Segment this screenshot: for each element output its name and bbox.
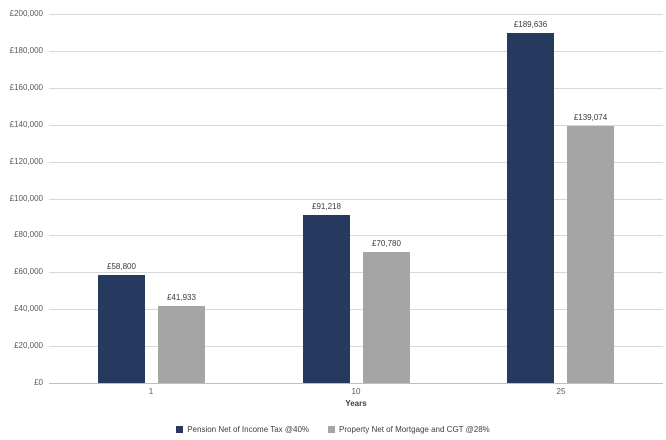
property-series-swatch-icon xyxy=(328,426,336,433)
bar-value-label: £70,780 xyxy=(372,239,401,248)
bar-value-label: £139,074 xyxy=(573,113,608,122)
y-tick-label: £0 xyxy=(34,378,43,387)
gridline xyxy=(49,309,663,310)
x-tick-label: 1 xyxy=(148,387,154,396)
x-axis-line xyxy=(49,383,663,384)
legend-item-pension: Pension Net of Income Tax @40% xyxy=(176,425,309,434)
gridline xyxy=(49,235,663,236)
bar xyxy=(98,275,145,383)
pension-series-swatch-icon xyxy=(176,426,184,433)
gridline xyxy=(49,88,663,89)
bar-value-label: £58,800 xyxy=(107,262,136,271)
property-series-label: Property Net of Mortgage and CGT @28% xyxy=(339,425,490,434)
pension-series-label: Pension Net of Income Tax @40% xyxy=(187,425,310,434)
bar xyxy=(363,252,410,383)
y-tick-label: £100,000 xyxy=(9,194,43,203)
y-tick-label: £20,000 xyxy=(14,341,43,350)
bar-value-label: £91,218 xyxy=(312,202,341,211)
gridline xyxy=(49,199,663,200)
legend: Pension Net of Income Tax @40% Property … xyxy=(0,425,666,434)
bar xyxy=(507,33,554,383)
gridline xyxy=(49,51,663,52)
bar xyxy=(303,215,350,383)
gridline xyxy=(49,346,663,347)
y-tick-label: £40,000 xyxy=(14,304,43,313)
y-tick-label: £180,000 xyxy=(9,46,43,55)
bar-value-label: £41,933 xyxy=(167,293,196,302)
y-tick-label: £60,000 xyxy=(14,267,43,276)
y-tick-label: £140,000 xyxy=(9,120,43,129)
y-tick-label: £200,000 xyxy=(9,9,43,18)
gridline xyxy=(49,125,663,126)
y-tick-label: £80,000 xyxy=(14,230,43,239)
gridline xyxy=(49,272,663,273)
bar-value-label: £189,636 xyxy=(513,20,548,29)
x-axis-title: Years xyxy=(345,399,367,408)
gridline xyxy=(49,14,663,15)
gridline xyxy=(49,162,663,163)
x-tick-label: 25 xyxy=(556,387,566,396)
bar xyxy=(158,306,205,383)
y-tick-label: £160,000 xyxy=(9,83,43,92)
bar xyxy=(567,126,614,383)
x-tick-label: 10 xyxy=(351,387,361,396)
legend-item-property: Property Net of Mortgage and CGT @28% xyxy=(328,425,490,434)
y-tick-label: £120,000 xyxy=(9,157,43,166)
